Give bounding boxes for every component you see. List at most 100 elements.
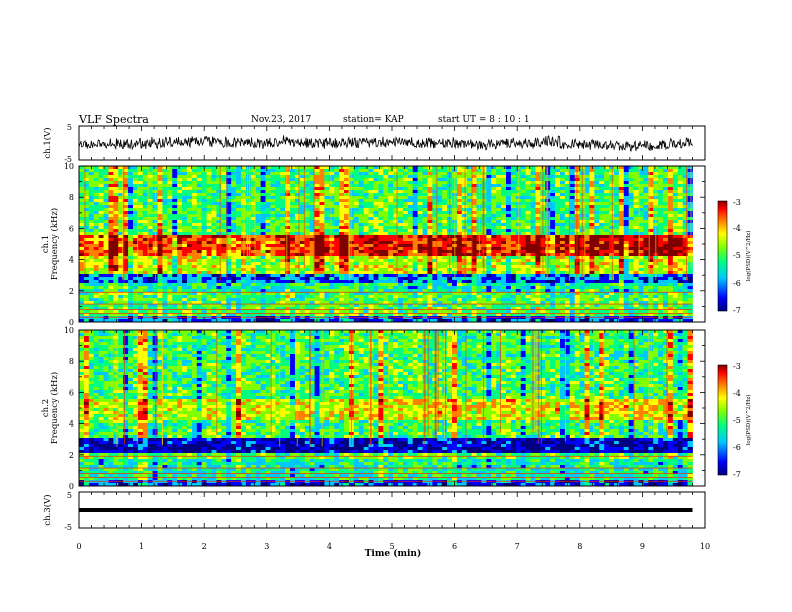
spectrogram-cell: [137, 274, 144, 278]
spectrogram-cell: [167, 238, 173, 242]
spectrogram-cell: [113, 280, 119, 284]
spectrogram-cell: [363, 235, 369, 239]
spectrogram-cell: [643, 235, 649, 239]
spectrogram-cell: [437, 262, 443, 266]
spectrogram-cell: [550, 208, 556, 212]
spectrogram-cell: [182, 226, 188, 230]
spectrogram-cell: [83, 262, 90, 266]
spectrogram-cell: [569, 190, 576, 194]
spectrogram-cell: [162, 190, 168, 194]
spectrogram-cell: [182, 262, 188, 266]
spectrogram-cell: [324, 187, 330, 191]
spectrogram-cell: [324, 205, 330, 209]
spectrogram-cell: [93, 178, 100, 182]
spectrogram-cell: [339, 187, 345, 191]
spectrogram-cell: [402, 280, 409, 284]
spectrogram-cell: [496, 265, 502, 269]
spectrogram-cell: [123, 208, 129, 212]
spectrogram-cell: [594, 211, 600, 215]
spectrogram-cell: [402, 208, 409, 212]
spectrogram-cell: [93, 217, 100, 221]
spectrogram-cell: [83, 166, 90, 170]
spectrogram-cell: [182, 214, 188, 218]
spectrogram-cell: [211, 262, 217, 266]
spectrogram-cell: [236, 205, 242, 209]
spectrogram-cell: [260, 217, 266, 221]
spectrogram-cell: [648, 205, 654, 209]
spectrogram-cell: [383, 193, 389, 197]
spectrogram-cell: [368, 208, 374, 212]
spectrogram-cell: [147, 172, 154, 176]
spectrogram-cell: [368, 277, 374, 281]
spectrogram-cell: [113, 229, 119, 233]
spectrogram-cell: [88, 214, 95, 218]
spectrogram-cell: [501, 166, 507, 170]
spectrogram-cell: [398, 268, 404, 272]
spectrogram-cell: [206, 280, 212, 284]
spectrogram-cell: [682, 208, 688, 212]
spectrogram-cell: [177, 229, 183, 233]
spectrogram-cell: [442, 247, 448, 251]
spectrogram-cell: [510, 220, 517, 224]
spectrogram-cell: [564, 277, 571, 281]
spectrogram-cell: [304, 196, 311, 200]
spectrogram-cell: [329, 250, 335, 254]
spectrogram-cell: [638, 235, 644, 239]
spectrogram-cell: [137, 211, 144, 215]
spectrogram-cell: [564, 253, 571, 257]
spectrogram-cell: [79, 172, 85, 176]
spectrogram-cell: [285, 199, 291, 203]
spectrogram-cell: [221, 250, 227, 254]
spectrogram-cell: [137, 253, 144, 257]
spectrogram-cell: [348, 280, 355, 284]
spectrogram-cell: [363, 265, 369, 269]
spectrogram-cell: [226, 175, 232, 179]
spectrogram-cell: [559, 190, 566, 194]
spectrogram-cell: [402, 238, 409, 242]
spectrogram-cell: [275, 199, 281, 203]
spectrogram-cell: [520, 187, 527, 191]
spectrogram-cell: [236, 277, 242, 281]
spectrogram-cell: [221, 193, 227, 197]
spectrogram-cell: [417, 250, 423, 254]
spectrogram-cell: [427, 196, 433, 200]
spectrogram-cell: [407, 199, 414, 203]
spectrogram-cell: [108, 169, 114, 173]
spectrogram-cell: [623, 217, 630, 221]
spectrogram-cell: [682, 259, 688, 263]
spectrogram-cell: [270, 232, 276, 236]
spectrogram-cell: [147, 190, 154, 194]
spectrogram-cell: [128, 262, 134, 266]
spectrogram-cell: [299, 175, 306, 179]
spectrogram-cell: [128, 241, 134, 245]
spectrogram-cell: [525, 181, 531, 185]
spectrogram-cell: [162, 262, 168, 266]
spectrogram-cell: [353, 202, 360, 206]
spectrogram-cell: [147, 223, 154, 227]
spectrogram-cell: [348, 220, 355, 224]
spectrogram-cell: [265, 253, 271, 257]
spectrogram-cell: [285, 232, 291, 236]
spectrogram-cell: [344, 190, 350, 194]
spectrogram-cell: [118, 262, 124, 266]
spectrogram-cell: [142, 235, 149, 239]
spectrogram-cell: [461, 247, 468, 251]
spectrogram-cell: [368, 265, 374, 269]
spectrogram-cell: [638, 205, 644, 209]
spectrogram-cell: [240, 271, 247, 275]
spectrogram-cell: [196, 199, 203, 203]
spectrogram-cell: [113, 223, 119, 227]
spectrogram-cell: [682, 184, 688, 188]
spectrogram-cell: [128, 256, 134, 260]
spectrogram-cell: [142, 250, 149, 254]
spectrogram-cell: [564, 199, 571, 203]
spectrogram-cell: [118, 217, 124, 221]
spectrogram-cell: [211, 193, 217, 197]
spectrogram-cell: [677, 268, 684, 272]
spectrogram-cell: [505, 271, 512, 275]
spectrogram-cell: [609, 271, 615, 275]
spectrogram-cell: [142, 256, 149, 260]
spectrogram-cell: [672, 268, 679, 272]
spectrogram-cell: [270, 202, 276, 206]
spectrogram-cell: [623, 208, 630, 212]
